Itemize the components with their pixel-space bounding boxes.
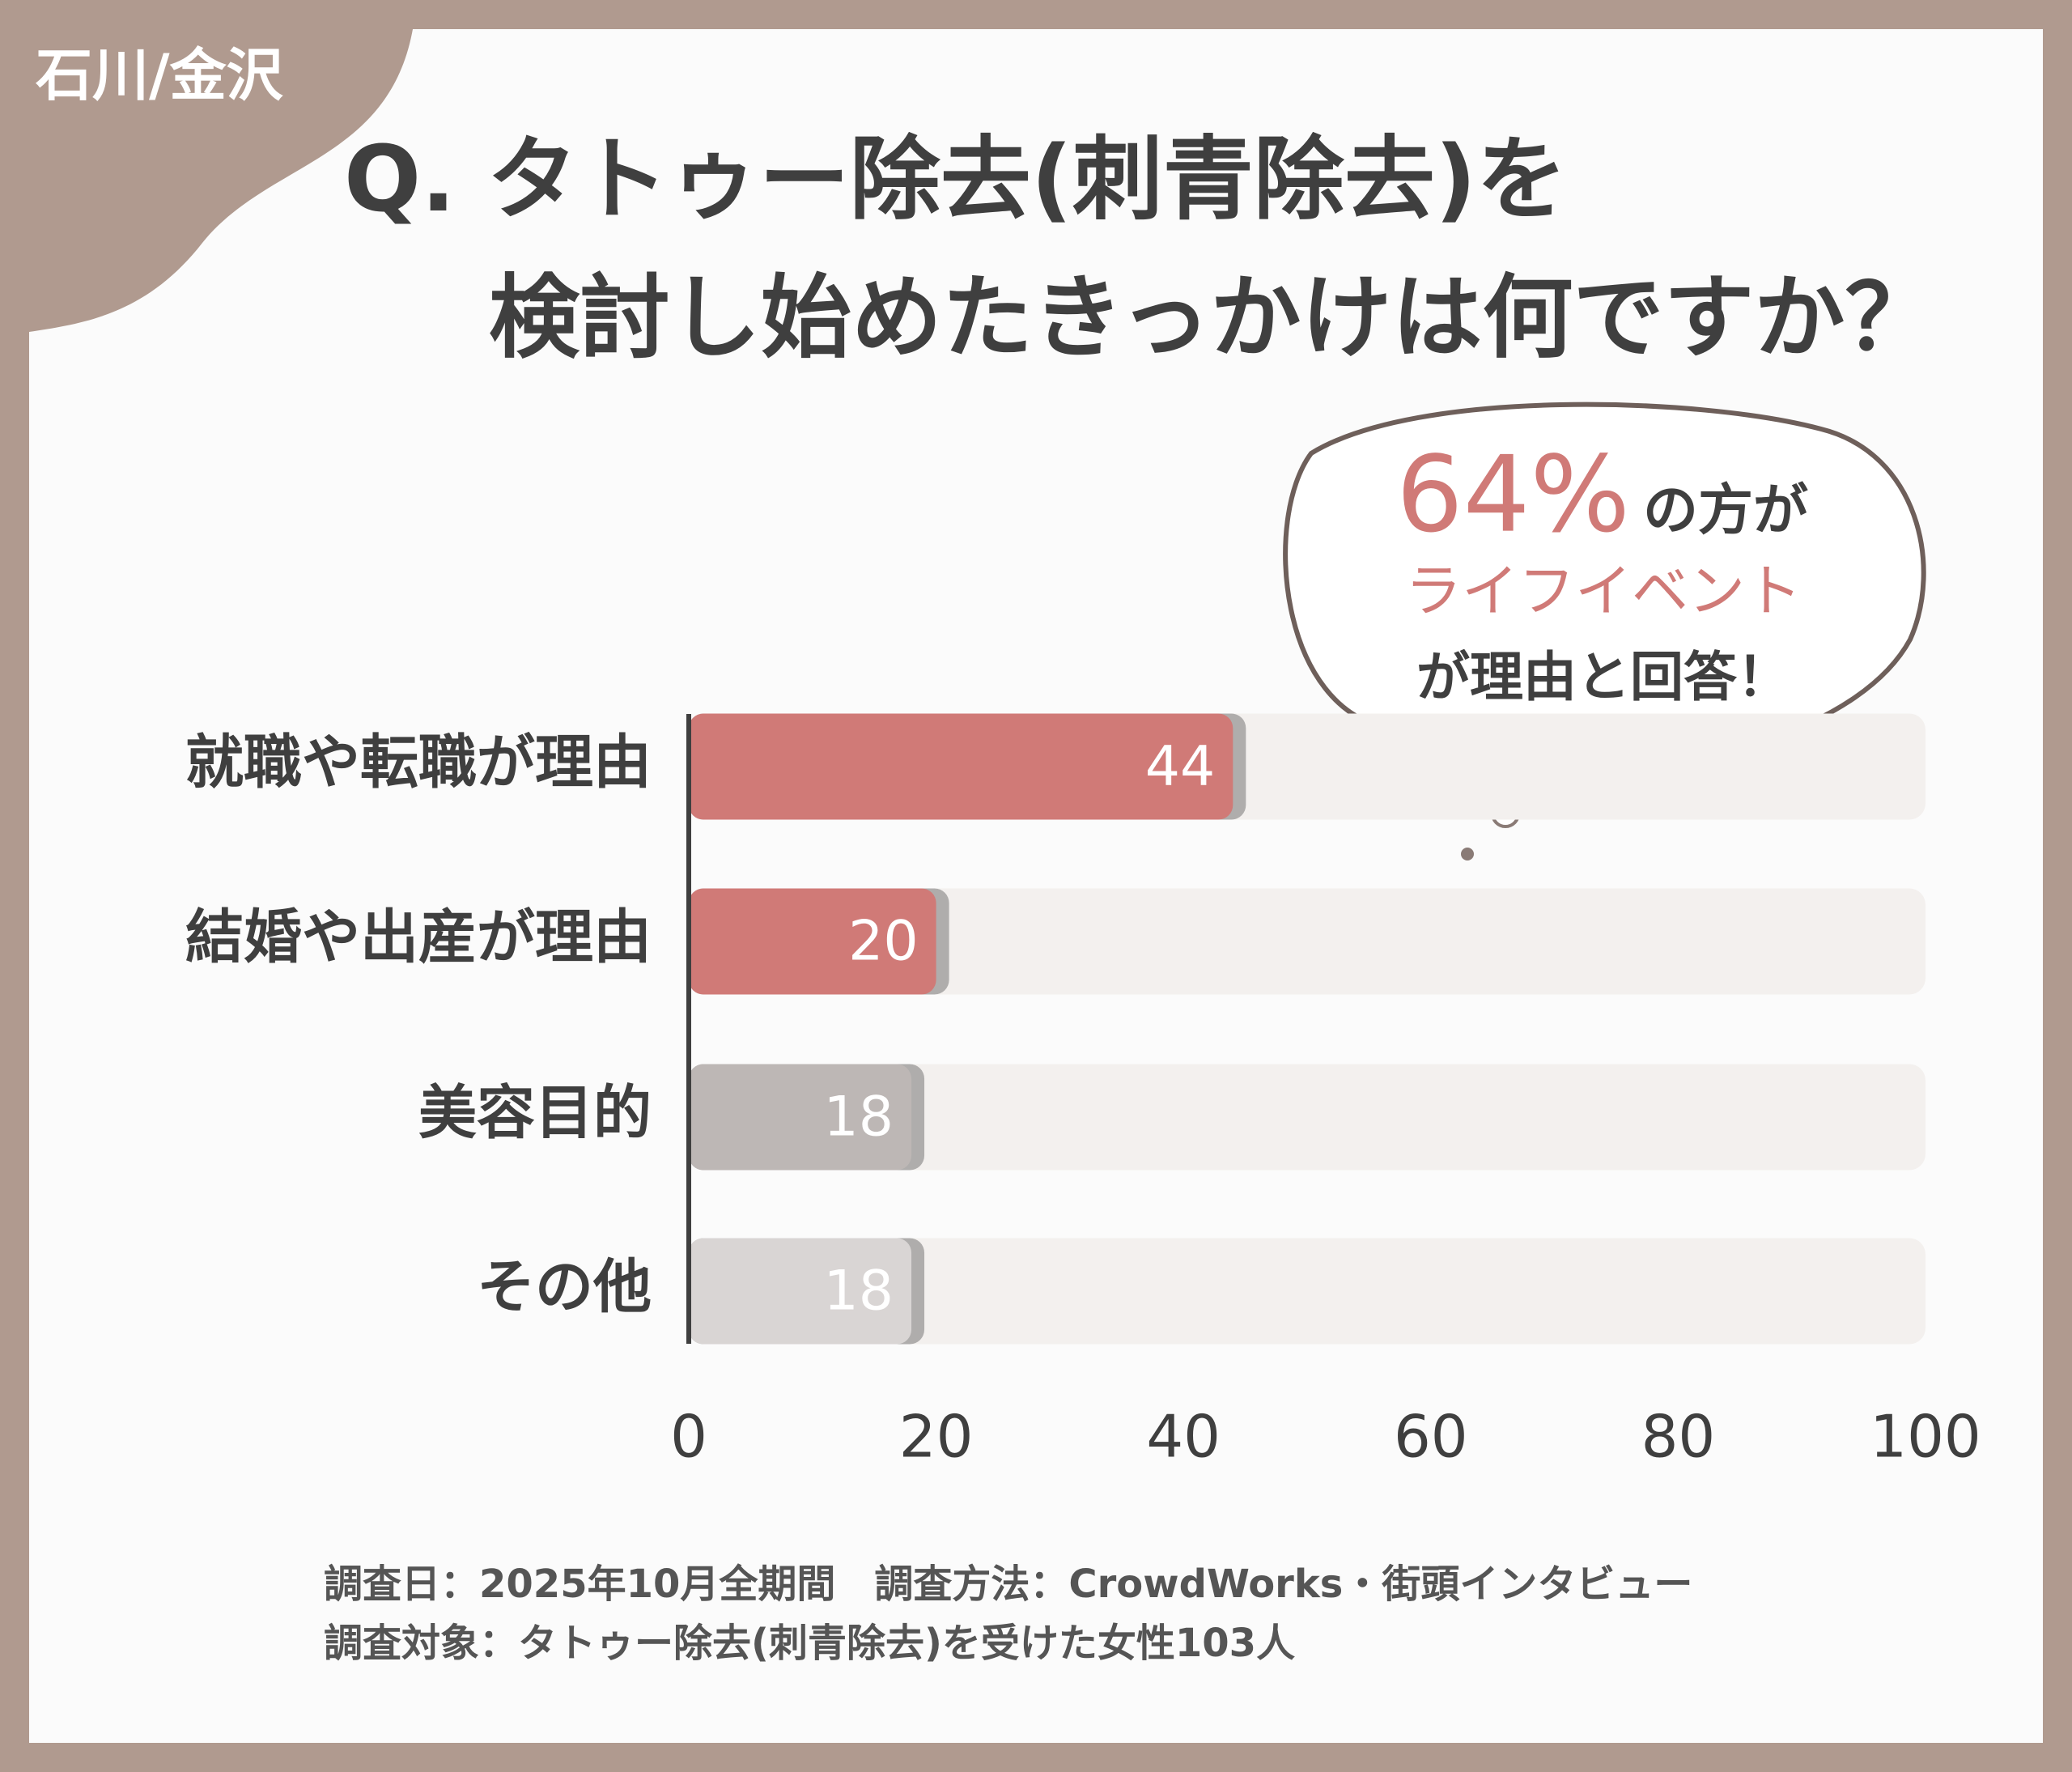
footer: 調査日：2025年10月全期間 調査方法：CrowdWorks・街頭インタビュー (324, 1562, 1692, 1607)
tag-shape (29, 29, 413, 332)
x-tick-label: 80 (1641, 1403, 1716, 1471)
x-tick-label: 40 (1146, 1403, 1221, 1471)
bar (689, 713, 1233, 820)
bar (689, 1064, 912, 1171)
value-label: 44 (1145, 735, 1216, 799)
bar (689, 1238, 912, 1345)
y-tick-label: 就職や転職が理由 (185, 729, 652, 797)
bar-track (689, 1238, 1926, 1345)
callout-text: が理由と回答！ (1416, 646, 1790, 708)
bar-track (689, 1064, 1926, 1171)
x-tick-label: 100 (1870, 1403, 1981, 1471)
x-tick-label: 0 (670, 1403, 707, 1471)
y-tick-label: その他 (477, 1253, 652, 1321)
bubble-dot (1461, 848, 1474, 861)
x-tick-label: 20 (899, 1403, 974, 1471)
callout-text: の方が (1643, 479, 1808, 543)
value-label: 18 (824, 1086, 894, 1149)
y-tick-label: 美容目的 (418, 1079, 652, 1147)
value-label: 18 (824, 1260, 894, 1324)
bar-track (689, 888, 1926, 995)
title: 検討し始めたきっかけは何ですか？ (489, 266, 1936, 371)
value-label: 20 (848, 910, 919, 974)
x-tick-label: 60 (1394, 1403, 1468, 1471)
callout-percent: 64% (1396, 433, 1630, 556)
footer: 調査対象：タトゥー除去(刺青除去)を受けた女性103人 (324, 1621, 1295, 1666)
tag: 石川/金沢 (36, 42, 284, 108)
y-tick-label: 結婚や出産が理由 (185, 903, 652, 971)
title: Q. タトゥー除去(刺青除去)を (344, 127, 1567, 232)
callout-text: ライフイベント (1405, 558, 1802, 624)
panel (29, 29, 2043, 1743)
bar (689, 888, 936, 995)
